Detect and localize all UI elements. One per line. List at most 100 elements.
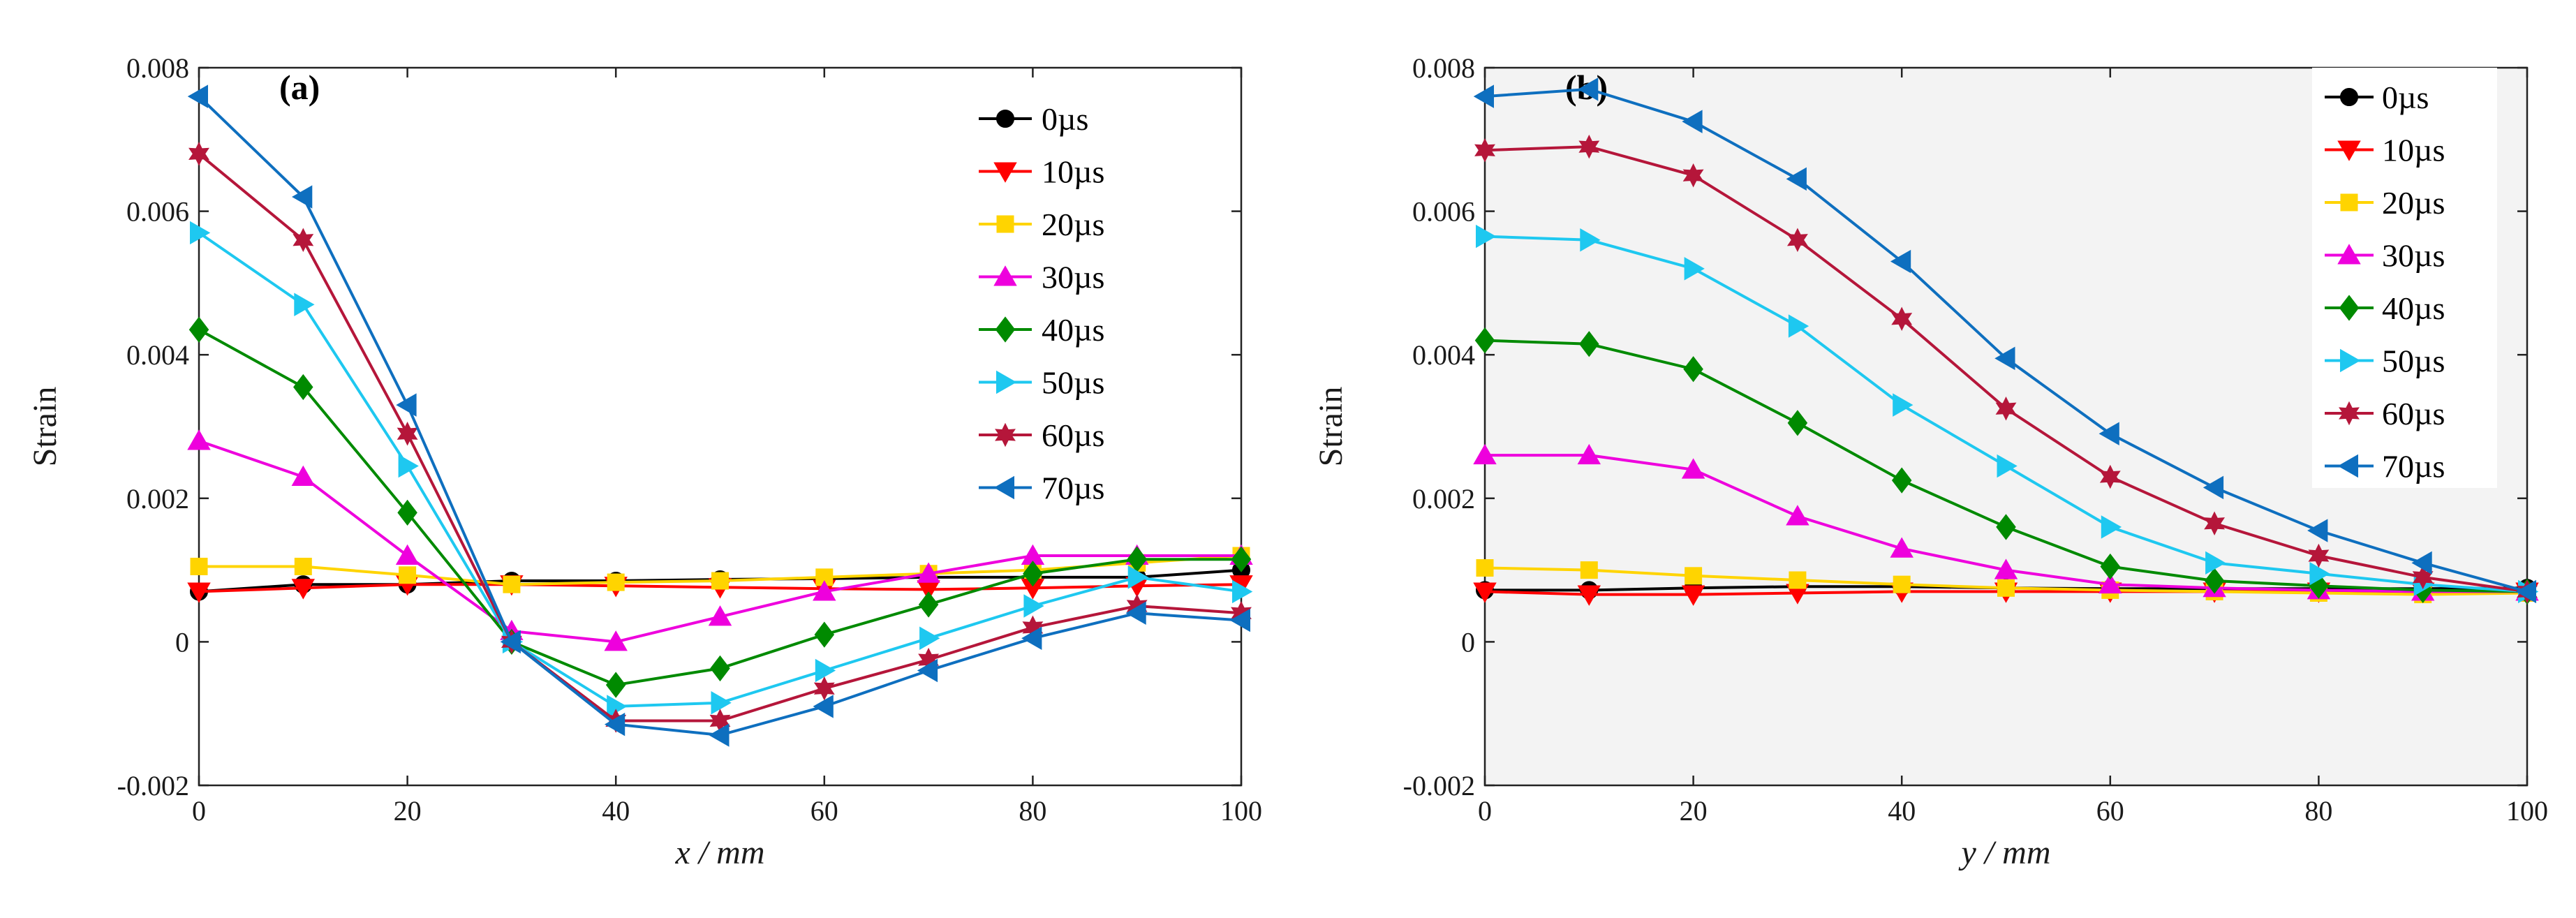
- y-tick-label: 0: [175, 626, 189, 658]
- data-point: [2101, 515, 2122, 539]
- legend-marker: [993, 162, 1017, 183]
- data-point: [399, 566, 417, 584]
- data-point: [1786, 228, 1808, 252]
- legend-entry: 0µs: [2325, 80, 2429, 115]
- data-point: [1231, 546, 1252, 572]
- data-point: [1682, 163, 1704, 188]
- data-point: [1473, 443, 1497, 465]
- data-point: [190, 221, 211, 245]
- data-point: [187, 429, 211, 450]
- legend-marker: [2337, 454, 2358, 478]
- data-point: [917, 562, 940, 583]
- x-tick-label: 20: [394, 795, 422, 827]
- data-point: [1787, 410, 1808, 436]
- data-point: [188, 316, 209, 343]
- data-point: [1023, 561, 1043, 587]
- y-tick-label: 0.008: [126, 52, 189, 84]
- legend-label: 20µs: [1042, 207, 1104, 242]
- legend-label: 40µs: [1042, 312, 1104, 348]
- x-axis-title: y / mm: [1958, 834, 2051, 871]
- legend: 0µs 10µs 20µs 30µs 40µs 50µs 60µs 70µs: [2312, 68, 2497, 488]
- legend-label: 10µs: [2382, 133, 2445, 168]
- data-point: [813, 580, 836, 601]
- data-point: [1789, 571, 1807, 589]
- data-point: [604, 712, 626, 736]
- legend-label: 70µs: [1042, 471, 1104, 506]
- data-point: [1685, 567, 1703, 585]
- x-tick-label: 0: [192, 795, 206, 827]
- data-point: [1890, 249, 1911, 274]
- data-point: [1577, 585, 1601, 606]
- legend-entry: 60µs: [2325, 396, 2445, 431]
- data-point: [188, 142, 209, 166]
- legend-label: 60µs: [1042, 417, 1104, 453]
- panel-label: (a): [279, 68, 320, 107]
- data-point: [397, 499, 417, 526]
- x-axis-title-var: x: [675, 834, 690, 871]
- data-point: [1682, 110, 1703, 133]
- y-tick-label: 0.004: [126, 339, 189, 371]
- legend-entry: 40µs: [2325, 290, 2445, 326]
- data-point: [1578, 134, 1600, 159]
- data-point: [1474, 327, 1495, 354]
- data-point: [708, 605, 732, 626]
- data-point: [605, 672, 626, 698]
- legend-entry: 20µs: [979, 207, 1104, 242]
- data-point: [1891, 467, 1912, 494]
- legend-entry: 20µs: [2325, 185, 2445, 221]
- data-point: [187, 582, 211, 603]
- legend-marker: [995, 316, 1016, 343]
- legend-marker: [2339, 295, 2360, 321]
- data-point: [1890, 537, 1914, 558]
- legend-marker: [996, 215, 1014, 233]
- legend-entry: 70µs: [979, 471, 1104, 506]
- data-point: [2411, 551, 2432, 575]
- y-tick-label: 0.006: [126, 196, 189, 228]
- data-point: [917, 658, 938, 683]
- data-point: [709, 723, 730, 747]
- data-point: [2308, 543, 2330, 568]
- series-60µs: [188, 142, 1252, 733]
- y-tick-label: 0.004: [1412, 339, 1475, 371]
- data-point: [293, 228, 314, 252]
- y-tick-label: 0.008: [1412, 52, 1475, 84]
- y-tick-label: -0.002: [1403, 770, 1475, 801]
- data-point: [1125, 601, 1146, 625]
- legend-marker: [2337, 244, 2361, 265]
- legend-marker: [2340, 88, 2358, 106]
- data-point: [813, 695, 834, 718]
- data-point: [813, 676, 835, 701]
- x-axis-title-unit: / mm: [1976, 834, 2051, 871]
- plot-frame: [1483, 66, 2529, 787]
- series-60µs: [1474, 134, 2538, 604]
- data-point: [396, 393, 417, 417]
- data-point: [918, 591, 939, 618]
- x-tick-label: 60: [810, 795, 838, 827]
- legend-entry: 70µs: [2325, 449, 2445, 484]
- legend-label: 10µs: [1042, 154, 1104, 190]
- x-tick-label: 100: [1220, 795, 1262, 827]
- series-50µs: [190, 221, 1253, 718]
- data-point: [294, 557, 312, 575]
- legend-entry: 10µs: [979, 154, 1104, 190]
- data-point: [503, 575, 521, 593]
- x-tick-label: 0: [1478, 795, 1492, 827]
- series-70µs: [187, 84, 1250, 747]
- x-axis-title-unit: / mm: [690, 834, 765, 871]
- data-point: [2098, 572, 2122, 594]
- data-point: [711, 572, 729, 590]
- data-point: [710, 655, 730, 682]
- data-point: [1580, 228, 1601, 252]
- data-point: [2203, 475, 2224, 500]
- legend-label: 30µs: [1042, 260, 1104, 295]
- data-point: [1893, 575, 1911, 593]
- data-point: [1994, 558, 2018, 579]
- data-point: [187, 84, 208, 108]
- data-point: [604, 630, 628, 651]
- legend-marker: [2339, 401, 2360, 426]
- data-point: [1786, 505, 1809, 526]
- legend-marker: [996, 110, 1014, 128]
- x-axis-title: x / mm: [675, 834, 765, 871]
- data-point: [398, 454, 419, 478]
- legend-entry: 60µs: [979, 417, 1104, 453]
